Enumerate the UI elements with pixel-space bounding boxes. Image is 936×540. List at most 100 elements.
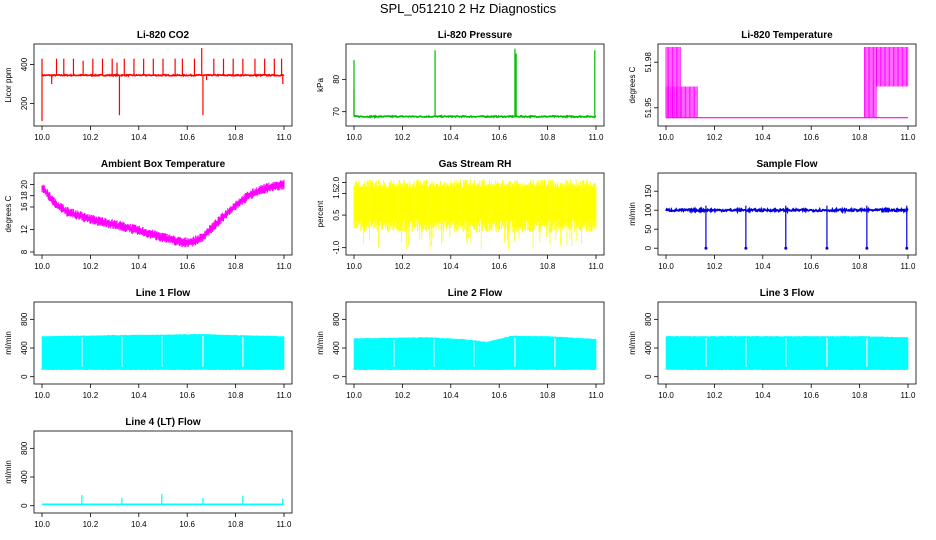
y-axis-label: degrees C [628, 66, 637, 103]
dip-point [784, 246, 788, 250]
x-tick-label: 11.0 [277, 262, 293, 271]
y-tick-label: 18 [20, 191, 29, 200]
x-tick-label: 11.0 [901, 262, 917, 271]
y-axis-label: ml/min [316, 331, 325, 355]
x-tick-label: 11.0 [277, 520, 293, 529]
x-tick-label: 10.0 [346, 262, 362, 271]
series-marks [42, 493, 284, 506]
dip-point [704, 246, 708, 250]
x-tick-label: 11.0 [589, 391, 605, 400]
x-tick-label: 10.2 [83, 133, 99, 142]
y-tick-label: 400 [20, 341, 29, 355]
panel-title: Li-820 Pressure [438, 30, 513, 41]
x-tick-label: 10.2 [395, 391, 411, 400]
series-marks [353, 179, 597, 250]
y-tick-label: 70 [332, 107, 341, 116]
x-tick-label: 10.4 [443, 133, 459, 142]
y-tick-label: 12 [20, 224, 29, 233]
x-tick-label: 10.0 [346, 133, 362, 142]
panel-title: Line 1 Flow [136, 288, 191, 299]
x-tick-label: 10.6 [491, 133, 507, 142]
dip-point [744, 246, 748, 250]
panel-2: Li-820 Temperature degrees C 10.0 10.2 10.4 1… [628, 30, 917, 142]
panel-title: Sample Flow [756, 159, 817, 170]
y-tick-label: 51.98 [644, 52, 653, 73]
x-tick-label: 10.6 [179, 391, 195, 400]
x-tick-label: 10.6 [803, 391, 819, 400]
y-tick-label: 400 [20, 57, 29, 71]
panel-title: Line 2 Flow [448, 288, 503, 299]
y-axis-label: Licor ppm [4, 67, 13, 102]
panel-title: Li-820 CO2 [137, 30, 190, 41]
x-tick-label: 10.0 [34, 520, 50, 529]
panel-4: Gas Stream RH percent 10.0 10.2 10.4 10.6 10.8… [316, 159, 605, 271]
x-tick-label: 11.0 [901, 391, 917, 400]
y-tick-label: 100 [644, 203, 653, 217]
x-tick-label: 11.0 [277, 391, 293, 400]
x-tick-label: 10.2 [83, 262, 99, 271]
x-tick-label: 10.4 [131, 133, 147, 142]
y-tick-label: 400 [20, 470, 29, 484]
y-tick-label: 16 [20, 202, 29, 211]
x-tick-label: 10.0 [658, 391, 674, 400]
plot-frame [657, 172, 917, 256]
y-axis-label: percent [316, 200, 325, 227]
y-tick-label: 20 [20, 179, 29, 188]
x-tick-label: 10.6 [491, 262, 507, 271]
x-tick-label: 10.4 [131, 262, 147, 271]
x-tick-label: 10.2 [83, 520, 99, 529]
panel-title: Ambient Box Temperature [101, 159, 226, 170]
panel-title: Line 4 (LT) Flow [125, 417, 201, 428]
x-tick-label: 11.0 [589, 262, 605, 271]
x-tick-label: 10.2 [395, 262, 411, 271]
x-tick-label: 10.0 [346, 391, 362, 400]
x-tick-label: 10.6 [179, 262, 195, 271]
y-tick-label: 1.5 [332, 187, 341, 199]
series-baseline [353, 114, 597, 120]
y-tick-label: 200 [20, 96, 29, 110]
panel-0: Li-820 CO2 Licor ppm 10.0 10.2 10.4 10.6 10.8 1… [4, 30, 293, 142]
y-tick-label: 800 [332, 312, 341, 326]
x-tick-label: 10.8 [852, 133, 868, 142]
plot-frame [33, 43, 293, 127]
x-tick-label: 10.8 [228, 133, 244, 142]
dip-point [825, 246, 829, 250]
y-tick-label: 150 [644, 184, 653, 198]
y-tick-label: 0 [644, 374, 653, 379]
y-axis-label: kPa [316, 78, 325, 92]
flow-area [353, 335, 597, 371]
x-tick-label: 10.8 [540, 391, 556, 400]
panel-6: Line 1 Flow ml/min 10.0 10.2 10.4 10.6 10.8 11.… [4, 288, 293, 400]
series-baseline [665, 206, 909, 215]
x-tick-label: 10.8 [540, 262, 556, 271]
x-tick-label: 10.2 [395, 133, 411, 142]
figure-title: SPL_051210 2 Hz Diagnostics [380, 1, 557, 16]
plot-frame [345, 43, 605, 127]
x-tick-label: 10.4 [755, 391, 771, 400]
y-tick-label: 0 [644, 245, 653, 250]
x-tick-label: 10.4 [755, 262, 771, 271]
y-axis-label: degrees C [4, 195, 13, 232]
x-tick-label: 10.0 [658, 262, 674, 271]
x-tick-label: 10.0 [658, 133, 674, 142]
series-marks [665, 335, 909, 371]
x-tick-label: 10.4 [443, 262, 459, 271]
panel-title: Gas Stream RH [439, 159, 512, 170]
y-tick-label: 8 [20, 249, 29, 254]
series-marks [665, 47, 909, 119]
x-tick-label: 10.4 [443, 391, 459, 400]
y-tick-label: 800 [20, 312, 29, 326]
y-tick-label: 51.95 [644, 97, 653, 118]
x-tick-label: 10.2 [707, 262, 723, 271]
y-axis-label: ml/min [628, 202, 637, 226]
y-axis-label: ml/min [4, 331, 13, 355]
x-tick-label: 10.8 [228, 520, 244, 529]
series-marks [353, 335, 597, 371]
series-marks [41, 179, 285, 248]
x-tick-label: 10.0 [34, 262, 50, 271]
plot-frame [657, 43, 917, 127]
x-tick-label: 11.0 [901, 133, 917, 142]
plot-frame [33, 172, 293, 256]
x-tick-label: 10.8 [540, 133, 556, 142]
